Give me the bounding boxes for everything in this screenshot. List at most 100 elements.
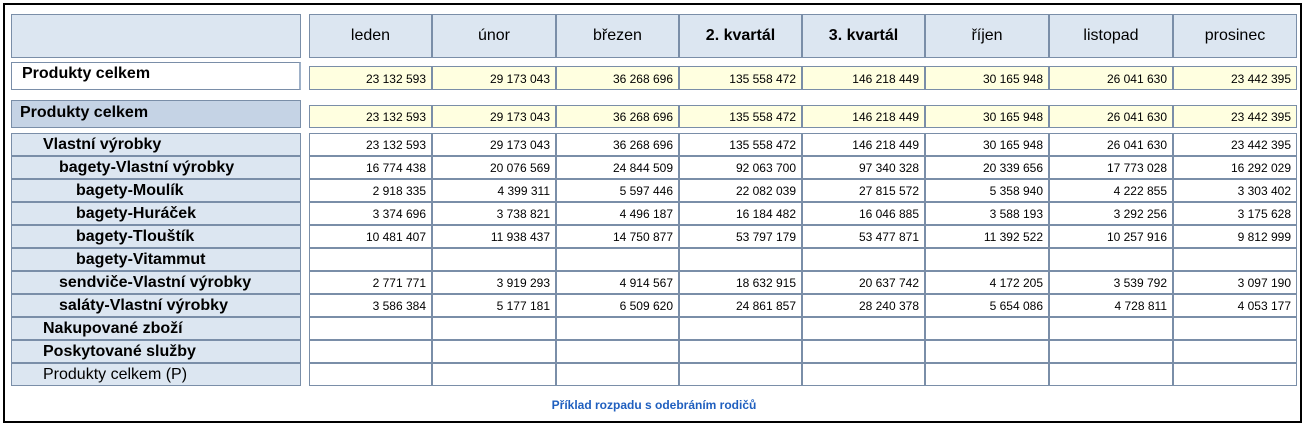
row-label[interactable]: Poskytované služby	[11, 340, 301, 363]
data-cell: 92 063 700	[679, 156, 802, 179]
data-cell: 29 173 043	[432, 105, 556, 128]
data-cell: 3 586 384	[309, 294, 432, 317]
row-label[interactable]: bagety-Moulík	[11, 179, 301, 202]
data-cell: 17 773 028	[1049, 156, 1173, 179]
data-cell	[679, 340, 802, 363]
data-cell: 5 177 181	[432, 294, 556, 317]
data-cell: 146 218 449	[802, 133, 925, 156]
summary-cell: 26 041 630	[1049, 66, 1173, 90]
column-header[interactable]: říjen	[925, 14, 1049, 58]
row-label[interactable]: Vlastní výrobky	[11, 133, 301, 156]
data-cell	[925, 363, 1049, 386]
data-cell: 26 041 630	[1049, 105, 1173, 128]
data-cell	[1173, 317, 1297, 340]
data-cell: 20 339 656	[925, 156, 1049, 179]
data-cell	[309, 248, 432, 271]
data-cell: 16 046 885	[802, 202, 925, 225]
data-cell	[802, 363, 925, 386]
data-cell: 4 222 855	[1049, 179, 1173, 202]
data-cell: 3 303 402	[1173, 179, 1297, 202]
data-cell: 146 218 449	[802, 105, 925, 128]
data-cell: 29 173 043	[432, 133, 556, 156]
column-header[interactable]: leden	[309, 14, 432, 58]
data-cell: 3 588 193	[925, 202, 1049, 225]
data-cell: 97 340 328	[802, 156, 925, 179]
data-cell: 16 774 438	[309, 156, 432, 179]
data-cell	[556, 363, 679, 386]
data-cell: 3 738 821	[432, 202, 556, 225]
data-cell	[679, 363, 802, 386]
data-cell: 4 053 177	[1173, 294, 1297, 317]
data-cell	[1173, 340, 1297, 363]
data-cell: 2 918 335	[309, 179, 432, 202]
column-header[interactable]: prosinec	[1173, 14, 1297, 58]
data-cell: 3 175 628	[1173, 202, 1297, 225]
data-cell: 27 815 572	[802, 179, 925, 202]
column-header[interactable]: únor	[432, 14, 556, 58]
column-header[interactable]: 2. kvartál	[679, 14, 802, 58]
data-cell	[679, 317, 802, 340]
data-cell: 23 132 593	[309, 133, 432, 156]
data-cell	[432, 340, 556, 363]
row-label[interactable]: bagety-Tlouštík	[11, 225, 301, 248]
data-cell: 5 597 446	[556, 179, 679, 202]
data-cell	[925, 340, 1049, 363]
data-cell: 3 919 293	[432, 271, 556, 294]
table-caption: Příklad rozpadu s odebráním rodičů	[551, 398, 757, 412]
data-cell: 3 292 256	[1049, 202, 1173, 225]
row-label[interactable]: sendviče-Vlastní výrobky	[11, 271, 301, 294]
data-cell: 23 442 395	[1173, 105, 1297, 128]
data-cell: 23 442 395	[1173, 133, 1297, 156]
data-cell: 4 399 311	[432, 179, 556, 202]
data-cell: 5 654 086	[925, 294, 1049, 317]
data-cell	[432, 363, 556, 386]
data-cell: 5 358 940	[925, 179, 1049, 202]
summary-cell: 23 442 395	[1173, 66, 1297, 90]
data-cell	[1049, 340, 1173, 363]
summary-label: Produkty celkem	[11, 62, 301, 90]
data-cell	[309, 340, 432, 363]
data-cell: 18 632 915	[679, 271, 802, 294]
data-cell: 30 165 948	[925, 105, 1049, 128]
data-cell: 23 132 593	[309, 105, 432, 128]
data-cell	[556, 340, 679, 363]
data-cell: 3 097 190	[1173, 271, 1297, 294]
data-cell: 16 292 029	[1173, 156, 1297, 179]
column-header[interactable]: listopad	[1049, 14, 1173, 58]
data-cell: 53 797 179	[679, 225, 802, 248]
data-cell: 135 558 472	[679, 133, 802, 156]
data-cell: 4 914 567	[556, 271, 679, 294]
summary-cell: 23 132 593	[309, 66, 432, 90]
data-cell	[925, 248, 1049, 271]
column-header[interactable]: 3. kvartál	[802, 14, 925, 58]
header-corner	[11, 14, 301, 58]
data-cell: 3 374 696	[309, 202, 432, 225]
summary-cell: 146 218 449	[802, 66, 925, 90]
data-cell: 36 268 696	[556, 133, 679, 156]
data-cell: 30 165 948	[925, 133, 1049, 156]
data-cell	[802, 317, 925, 340]
data-cell	[1173, 363, 1297, 386]
row-label[interactable]: bagety-Vitammut	[11, 248, 301, 271]
data-cell: 11 938 437	[432, 225, 556, 248]
column-header[interactable]: březen	[556, 14, 679, 58]
data-cell: 10 257 916	[1049, 225, 1173, 248]
row-label[interactable]: saláty-Vlastní výrobky	[11, 294, 301, 317]
data-cell: 16 184 482	[679, 202, 802, 225]
row-label[interactable]: Nakupované zboží	[11, 317, 301, 340]
data-cell	[802, 248, 925, 271]
row-label[interactable]: Produkty celkem (P)	[11, 363, 301, 386]
data-cell	[556, 248, 679, 271]
row-label[interactable]: bagety-Vlastní výrobky	[11, 156, 301, 179]
data-cell	[1049, 363, 1173, 386]
data-cell	[1049, 248, 1173, 271]
summary-cell: 135 558 472	[679, 66, 802, 90]
data-cell: 28 240 378	[802, 294, 925, 317]
data-cell	[432, 248, 556, 271]
row-label[interactable]: bagety-Huráček	[11, 202, 301, 225]
row-label[interactable]: Produkty celkem	[11, 100, 301, 128]
data-cell: 36 268 696	[556, 105, 679, 128]
data-cell: 4 496 187	[556, 202, 679, 225]
summary-cell: 29 173 043	[432, 66, 556, 90]
data-cell: 24 861 857	[679, 294, 802, 317]
